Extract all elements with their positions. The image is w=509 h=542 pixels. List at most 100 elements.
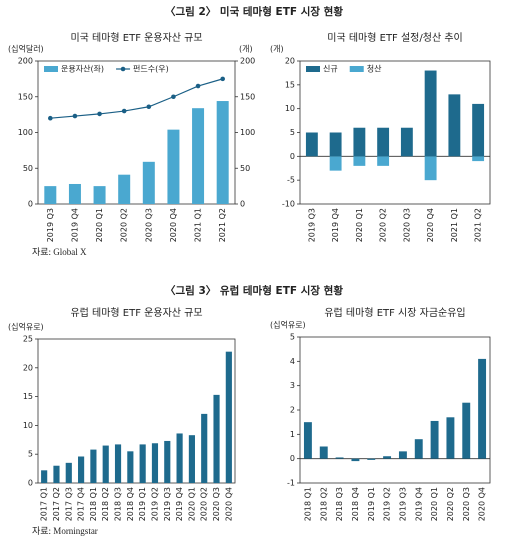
x-tick-label: 2020 Q2 (200, 487, 209, 521)
bar (424, 156, 437, 181)
x-tick-label: 2020 Q4 (426, 208, 435, 242)
bar (377, 156, 390, 166)
x-tick-label: 2019 Q2 (150, 487, 159, 521)
bar (167, 129, 180, 204)
y-tick-label: 3 (290, 381, 295, 390)
y2-tick-label: 200 (240, 57, 255, 66)
x-tick-label: 2021 Q1 (194, 208, 203, 242)
bar (176, 433, 183, 483)
y-tick-label: -5 (287, 176, 295, 185)
source: 자료: Global X (32, 247, 87, 257)
bar (383, 456, 392, 459)
bar (114, 444, 122, 483)
x-tick-label: 2018 Q4 (126, 487, 135, 521)
bar (367, 458, 376, 460)
chart-title: 유럽 테마형 ETF 운용자산 규모 (70, 307, 202, 319)
bar (446, 417, 455, 459)
line-marker (121, 108, 127, 114)
y-tick-label: 20 (23, 363, 33, 372)
y-tick-label: 0 (28, 479, 33, 488)
y-tick-label: 200 (18, 57, 33, 66)
y-tick-label: 25 (23, 335, 33, 344)
bar (127, 451, 134, 483)
x-tick-label: 2019 Q1 (367, 487, 376, 521)
bar (398, 451, 407, 459)
chart-title: 미국 테마형 ETF 운용자산 규모 (70, 32, 202, 44)
y-tick-label: 150 (18, 92, 33, 101)
y-tick-label: -1 (287, 479, 295, 488)
line-marker (48, 115, 53, 121)
x-tick-label: 2021 Q2 (218, 208, 227, 242)
bar (430, 420, 439, 459)
y2-tick-label: 50 (240, 164, 250, 173)
legend-label: 운용자산(좌) (61, 64, 104, 74)
y2-tick-label: 100 (240, 128, 255, 137)
bar (225, 351, 232, 483)
x-tick-label: 2019 Q2 (383, 487, 392, 521)
y2-axis-unit: (개) (239, 44, 253, 54)
x-tick-label: 2018 Q2 (319, 487, 328, 521)
legend-label: 신규 (323, 65, 338, 74)
x-tick-label: 2020 Q4 (478, 487, 487, 521)
bar (65, 462, 72, 483)
bar (377, 127, 390, 157)
plot-frame (37, 60, 236, 205)
x-tick-label: 2018 Q3 (335, 487, 344, 521)
bar (400, 127, 413, 157)
line-marker (171, 94, 176, 100)
y-tick-label: 0 (290, 454, 295, 463)
x-tick-label: 2020 Q1 (95, 208, 104, 242)
x-tick-label: 2020 Q3 (402, 208, 411, 242)
x-tick-label: 2021 Q2 (474, 208, 483, 242)
x-tick-label: 2019 Q4 (331, 208, 340, 242)
source: 자료: Morningstar (32, 526, 98, 536)
x-tick-label: 2019 Q4 (175, 487, 184, 521)
bar (303, 422, 312, 459)
x-tick-label: 2020 Q2 (446, 487, 455, 521)
bar (335, 457, 344, 459)
plot-frame (299, 336, 491, 484)
bar (329, 132, 342, 157)
bar (68, 183, 81, 204)
x-tick-label: 2018 Q1 (89, 487, 98, 521)
bar (139, 444, 146, 483)
bar (478, 358, 487, 459)
y-tick-label: 50 (23, 164, 33, 173)
x-tick-label: 2020 Q1 (430, 487, 439, 521)
x-tick-label: 2020 Q2 (379, 208, 388, 242)
y-axis-unit: (십억유로) (270, 320, 306, 330)
y-axis-unit: (십억달러) (8, 44, 44, 54)
x-tick-label: 2020 Q3 (462, 487, 471, 521)
x-tick-label: 2018 Q2 (101, 487, 110, 521)
line (50, 78, 223, 119)
line-marker (72, 113, 78, 119)
y-tick-label: 15 (285, 80, 295, 89)
x-tick-label: 2017 Q2 (52, 487, 61, 521)
x-tick-label: 2020 Q4 (169, 208, 178, 242)
bar (164, 440, 171, 483)
y-axis-unit: (십억유로) (8, 322, 44, 332)
y-tick-label: 10 (23, 421, 33, 430)
bar (53, 465, 60, 483)
bar (44, 186, 57, 204)
x-tick-label: 2019 Q3 (163, 487, 172, 521)
x-tick-label: 2017 Q1 (40, 487, 49, 521)
bar (448, 94, 461, 157)
x-tick-label: 2020 Q1 (187, 487, 196, 521)
bar (462, 402, 471, 459)
figure-title: 〈그림 3〉 유럽 테마형 ETF 시장 현황 (165, 284, 343, 297)
y-tick-label: 5 (28, 450, 33, 459)
bar (90, 449, 97, 483)
x-tick-label: 2020 Q3 (144, 208, 153, 242)
x-tick-label: 2018 Q4 (351, 487, 360, 521)
x-tick-label: 2020 Q4 (224, 487, 233, 521)
bar (188, 435, 195, 483)
bar (213, 394, 220, 483)
y-axis-unit: (개) (270, 44, 284, 54)
y-tick-label: 1 (290, 430, 295, 439)
legend-swatch (306, 66, 320, 72)
bar (151, 443, 159, 483)
bar (41, 470, 48, 483)
bar (93, 186, 106, 204)
